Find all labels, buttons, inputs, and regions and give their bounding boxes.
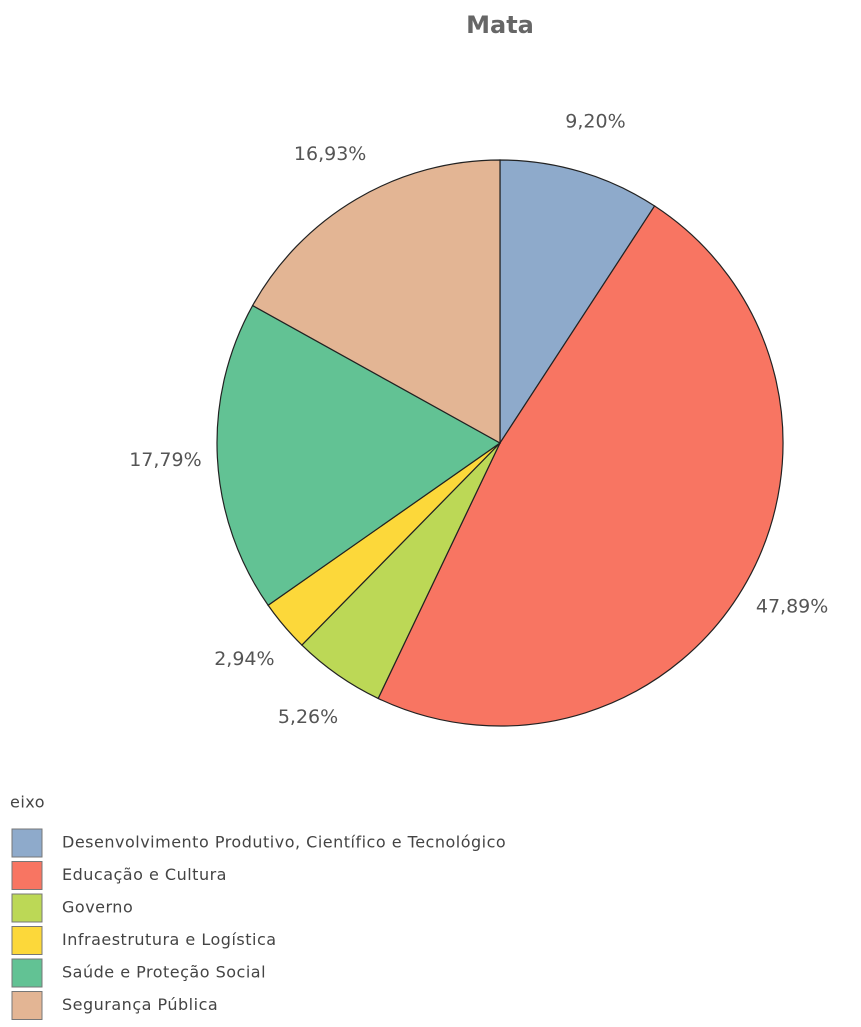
data-label: 17,79% bbox=[129, 449, 201, 471]
data-label: 47,89% bbox=[756, 595, 828, 617]
legend-swatch bbox=[11, 926, 43, 955]
pie-slice bbox=[216, 304, 502, 607]
legend-label: Desenvolvimento Produtivo, Científico e … bbox=[62, 833, 506, 852]
legend-swatch bbox=[11, 958, 43, 988]
legend-label: Saúde e Proteção Social bbox=[62, 963, 266, 982]
legend-label: Segurança Pública bbox=[62, 995, 218, 1014]
chart-title: Mata bbox=[466, 11, 534, 39]
legend-swatch bbox=[11, 893, 43, 923]
legend-swatch bbox=[11, 828, 43, 858]
data-label: 5,26% bbox=[278, 706, 338, 728]
legend-swatch bbox=[11, 991, 43, 1020]
legend-swatch bbox=[11, 861, 43, 890]
legend-title: eixo bbox=[10, 793, 45, 812]
legend-label: Infraestrutura e Logística bbox=[62, 930, 277, 949]
pie-slice bbox=[251, 159, 501, 445]
data-label: 16,93% bbox=[294, 143, 366, 165]
legend-label: Governo bbox=[62, 898, 133, 917]
pie-slice bbox=[377, 205, 784, 727]
data-label: 2,94% bbox=[214, 648, 274, 670]
legend-label: Educação e Cultura bbox=[62, 865, 227, 884]
pie-slice bbox=[499, 159, 656, 446]
data-label: 9,20% bbox=[565, 110, 625, 132]
